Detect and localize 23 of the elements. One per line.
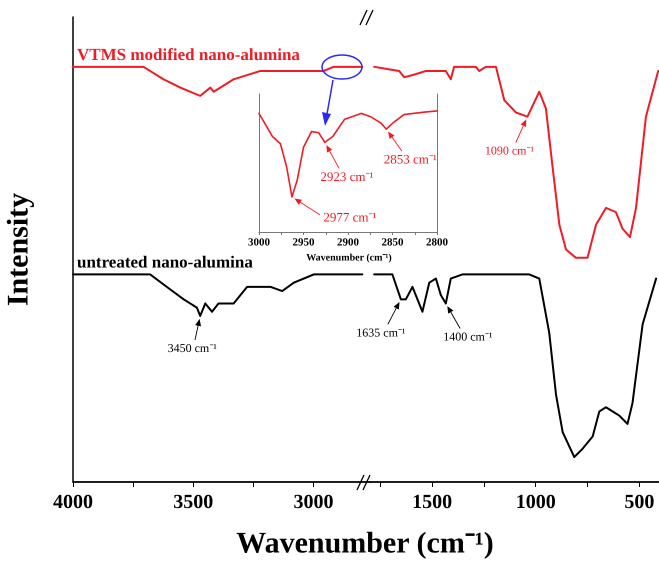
- x-axis-title: Wavenumber (cm⁻¹): [306, 252, 392, 264]
- annotation: 1090 cm⁻¹: [484, 144, 534, 158]
- x-tick-label: 2900: [337, 236, 360, 248]
- annotation: 1400 cm⁻¹: [443, 329, 493, 344]
- x-tick-label: 3000: [293, 491, 334, 513]
- y-axis-title: Intensity: [2, 192, 34, 306]
- series-label: untreated nano-alumina: [77, 252, 254, 272]
- annotation: 3450 cm⁻¹: [168, 340, 218, 355]
- annotation: 2977 cm⁻¹: [323, 209, 377, 224]
- x-tick-label: 3500: [173, 491, 214, 513]
- x-axis-title: Wavenumber (cm⁻¹): [236, 526, 494, 560]
- x-tick-label: 3000: [248, 236, 270, 248]
- series-label: VTMS modified nano-alumina: [77, 44, 300, 64]
- x-tick-label: 2850: [382, 236, 404, 248]
- annotation: 1635 cm⁻¹: [356, 325, 406, 340]
- x-tick-label: 1000: [516, 491, 556, 513]
- annotation: 2923 cm⁻¹: [320, 168, 374, 184]
- x-tick-label: 2950: [292, 236, 315, 248]
- x-tick-label: 500: [624, 491, 654, 513]
- x-tick-label: 1500: [412, 491, 452, 513]
- annotation: 2853 cm⁻¹: [384, 152, 437, 167]
- x-tick-label: 2800: [426, 236, 448, 248]
- x-tick-label: 4000: [53, 491, 93, 513]
